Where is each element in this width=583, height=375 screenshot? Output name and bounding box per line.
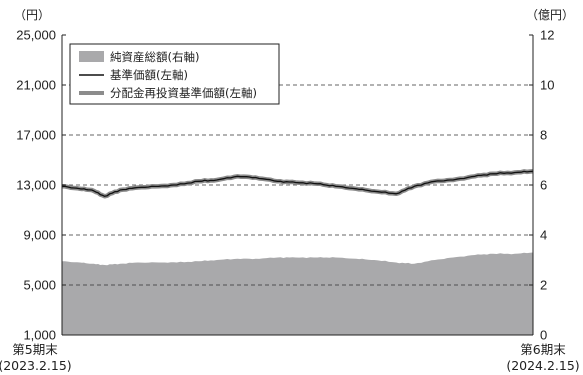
y-right-tick-label: 0 — [540, 328, 547, 343]
y-right-tick-label: 2 — [540, 278, 547, 293]
y-left-tick-label: 5,000 — [23, 278, 56, 293]
y-left-tick-label: 17,000 — [16, 128, 56, 143]
x-end-date: (2024.2.15) — [506, 358, 579, 373]
series-reinvested-nav-line — [61, 169, 534, 199]
price-lines-layer — [61, 169, 534, 199]
series-net-assets-area — [62, 252, 533, 335]
y-right-tick-label: 12 — [540, 28, 554, 43]
series-nav-line — [61, 170, 534, 197]
x-start-date: (2023.2.15) — [0, 358, 72, 373]
legend: 純資産総額(右軸) 基準価額(左軸) 分配金再投資基準価額(左軸) — [69, 43, 280, 105]
legend-label-net-assets: 純資産総額(右軸) — [110, 50, 199, 64]
y-left-tick-label: 25,000 — [16, 28, 56, 43]
legend-frame — [69, 43, 280, 105]
y-left-tick-label: 13,000 — [16, 178, 56, 193]
gridlines — [62, 84, 533, 286]
y-left-unit: （円） — [14, 8, 50, 22]
tick-labels: 1,000 5,000 9,000 13,000 17,000 21,000 25,000 0… — [16, 28, 554, 343]
x-start-label: 第5期末 — [12, 342, 58, 357]
legend-label-nav: 基準価額(左軸) — [110, 68, 188, 82]
y-right-unit: （億円） — [526, 8, 574, 22]
y-right-tick-label: 4 — [540, 228, 547, 243]
y-left-tick-label: 1,000 — [23, 328, 56, 343]
y-left-tick-label: 9,000 — [23, 228, 56, 243]
y-left-tick-label: 21,000 — [16, 78, 56, 93]
legend-swatch-net-assets — [79, 51, 104, 62]
y-right-tick-label: 10 — [540, 78, 554, 93]
y-right-tick-label: 8 — [540, 128, 547, 143]
x-end-label: 第6期末 — [520, 342, 566, 357]
legend-label-reinvested-nav: 分配金再投資基準価額(左軸) — [110, 86, 257, 100]
axes — [61, 34, 534, 336]
y-right-tick-label: 6 — [540, 178, 547, 193]
net-assets-area-layer — [62, 252, 533, 335]
